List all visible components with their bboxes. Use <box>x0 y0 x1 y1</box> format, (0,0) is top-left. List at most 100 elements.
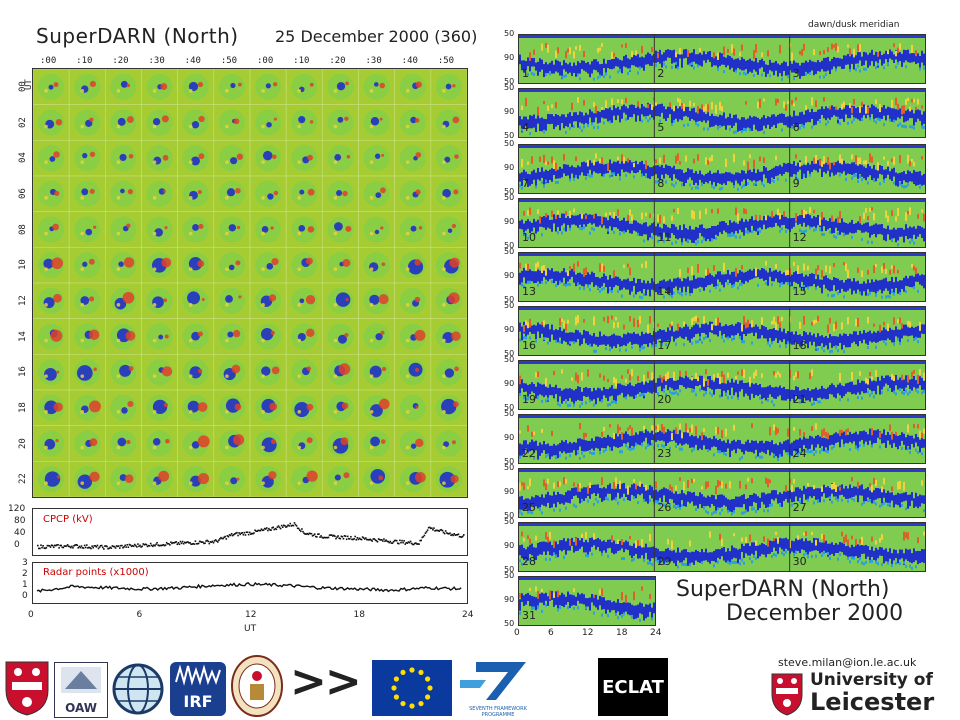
keogram-blue-band <box>615 388 617 403</box>
keogram-blue-band <box>613 333 615 347</box>
keogram-cyan-band <box>741 130 743 134</box>
keogram-blue-band <box>793 272 795 282</box>
cpcp-point <box>356 536 359 539</box>
cpcp-point <box>130 545 133 548</box>
keogram-blue-band <box>719 173 721 184</box>
keogram-blue-band <box>523 169 525 179</box>
keogram-red-band <box>799 321 801 329</box>
dusk-cell <box>128 153 134 159</box>
keogram-blue-band <box>665 109 667 121</box>
keogram-blue-band <box>915 273 917 282</box>
cpcp-point <box>407 541 410 543</box>
cpcp-point <box>417 543 419 545</box>
keogram-top-band <box>701 35 703 38</box>
keogram-cyan-band <box>699 388 701 392</box>
dusk-cell <box>93 367 97 371</box>
keogram-red-band <box>861 101 863 107</box>
keogram-red-band <box>621 44 623 48</box>
keogram-top-band <box>859 35 861 38</box>
keogram-top-band <box>663 199 665 202</box>
keogram-blue-band <box>743 170 745 180</box>
keogram-cyan-band <box>541 180 543 184</box>
keogram-blue-band <box>599 64 601 75</box>
keogram-blue-band <box>605 335 607 346</box>
keogram-red-band <box>629 267 631 276</box>
keogram-blue-band <box>663 329 665 343</box>
keogram-blue-band <box>855 281 857 294</box>
dusk-cell <box>345 225 352 232</box>
keogram-top-band <box>769 145 771 148</box>
keogram-blue-band <box>853 57 855 70</box>
keogram-blue-band <box>893 167 895 177</box>
keogram-blue-band <box>715 377 717 390</box>
keogram-blue-band <box>867 279 869 290</box>
keogram-blue-band <box>697 227 699 239</box>
keogram-blue-band <box>751 322 753 333</box>
keogram-red-band <box>897 269 899 274</box>
keogram-cyan-band <box>557 180 559 184</box>
cpcp-point <box>313 533 316 535</box>
keogram-blue-band <box>583 214 585 225</box>
keogram-cyan-band <box>695 121 697 125</box>
keogram-red-band <box>791 99 793 105</box>
keogram-blue-band <box>767 170 769 183</box>
keogram-red-band <box>761 317 763 325</box>
keogram-blue-band <box>803 331 805 341</box>
keogram-top-band <box>785 361 787 364</box>
dawn-cell <box>410 225 417 232</box>
keogram-red-band <box>629 209 631 216</box>
keogram-red-band <box>721 371 723 377</box>
keogram-blue-band <box>893 330 895 343</box>
keogram-red-band <box>669 102 671 108</box>
keogram-top-band <box>671 35 673 38</box>
keogram-blue-band <box>645 332 647 345</box>
cpcp-point <box>83 544 86 547</box>
minor-cell <box>405 267 410 271</box>
keogram-top-band <box>617 253 619 256</box>
keogram-top-band <box>631 253 633 256</box>
keogram-red-band <box>679 161 681 165</box>
keogram-blue-band <box>693 173 695 185</box>
keogram-red-band <box>759 156 761 162</box>
cpcp-point <box>290 525 293 527</box>
keogram-top-band <box>903 307 905 310</box>
keogram-cyan-band <box>711 393 713 397</box>
keogram-cyan-band <box>545 72 547 76</box>
keogram-blue-band <box>655 165 657 175</box>
keogram-top-band <box>753 145 755 148</box>
keogram-red-band <box>679 47 681 55</box>
cpcp-point <box>382 540 384 542</box>
dusk-cell <box>53 402 63 412</box>
keogram-top-band <box>867 307 869 310</box>
keogram-red-band <box>537 209 539 215</box>
keogram-blue-band <box>791 63 793 73</box>
minor-cell <box>116 374 121 378</box>
keogram-blue-band <box>669 228 671 239</box>
keogram-top-band <box>597 253 599 256</box>
minor-cell <box>44 338 48 343</box>
keogram-blue-band <box>669 279 671 293</box>
keogram-top-band <box>591 35 593 38</box>
keogram-blue-band <box>591 335 593 347</box>
keogram-blue-band <box>699 327 701 341</box>
keogram-blue-band <box>595 162 597 173</box>
keogram-blue-band <box>603 386 605 396</box>
keogram-top-band <box>851 35 853 38</box>
keogram-top-band <box>757 361 759 364</box>
keogram-blue-band <box>821 385 823 400</box>
keogram-red-band <box>865 105 867 114</box>
dawn-cell <box>298 116 306 124</box>
cpcp-point <box>329 534 332 536</box>
keogram-red-band <box>745 209 747 215</box>
keogram-blue-band <box>639 57 641 68</box>
keogram-red-band <box>659 215 661 224</box>
keogram-red-band <box>779 373 781 378</box>
keogram-blue-band <box>837 278 839 290</box>
keogram-cyan-band <box>569 403 571 407</box>
dawn-cell <box>81 188 89 196</box>
keogram-cyan-band <box>691 389 693 393</box>
keogram-blue-band <box>525 220 527 231</box>
keogram-blue-band <box>763 61 765 72</box>
cpcp-point <box>45 546 48 549</box>
keogram-cyan-band <box>761 181 763 185</box>
